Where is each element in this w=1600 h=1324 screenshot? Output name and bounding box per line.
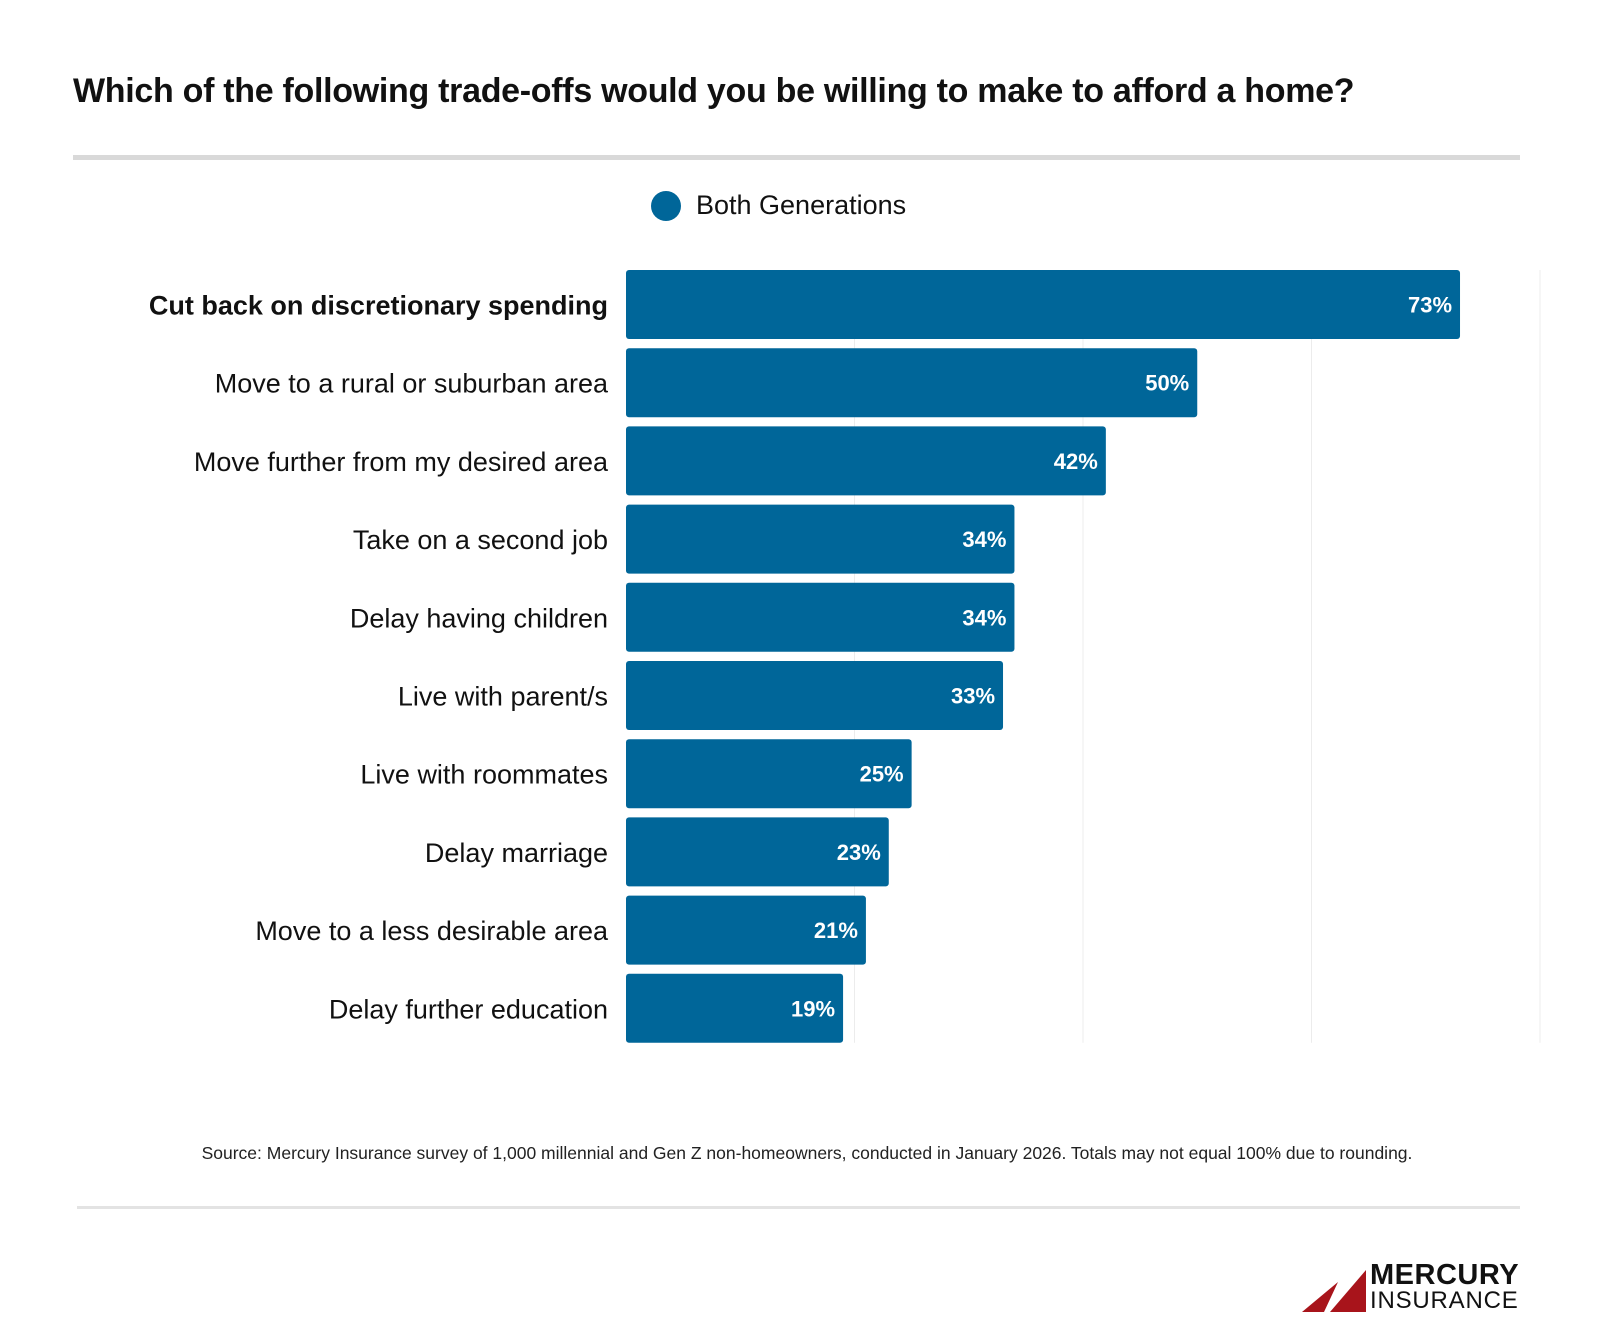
bar [626,582,1015,652]
data-label: 34% [962,527,1006,552]
data-label: 33% [951,684,995,709]
bottom-divider [77,1206,1520,1209]
bar [626,661,1004,730]
bar-chart: 73% Cut back on discretionary spending 50%… [149,270,1541,1043]
legend-label: Both Generations [696,190,907,220]
bar [626,348,1198,418]
category-label: Live with parent/s [398,682,608,712]
logo-line2: INSURANCE [1370,1286,1519,1314]
data-label: 42% [1054,449,1098,474]
bar [626,426,1106,496]
category-label: Move further from my desired area [194,447,609,477]
mercury-insurance-logo: MERCURY INSURANCE [1302,1259,1520,1314]
category-label: Delay marriage [425,838,608,868]
category-label: Move to a less desirable area [255,916,609,946]
category-label: Take on a second job [353,525,608,555]
data-label: 21% [814,918,858,943]
legend-swatch [651,190,681,221]
logo-mark-icon [1302,1270,1366,1313]
category-label: Delay having children [350,603,608,633]
bar [626,504,1015,574]
data-label: 73% [1408,293,1452,318]
logo-line1: MERCURY [1370,1259,1520,1291]
data-label: 34% [962,605,1006,630]
category-label: Move to a rural or suburban area [215,369,609,399]
data-label: 50% [1145,371,1189,396]
legend: Both Generations [651,190,906,221]
bar [626,895,866,965]
bar [626,973,844,1043]
bar [626,739,912,809]
category-label: Cut back on discretionary spending [149,291,608,321]
category-label: Live with roommates [360,760,608,790]
data-label: 25% [860,762,904,787]
chart-title: Which of the following trade-offs would … [73,72,1355,110]
data-label: 23% [837,840,881,865]
data-label: 19% [791,996,835,1021]
source-note: Source: Mercury Insurance survey of 1,00… [201,1143,1413,1163]
bar [626,817,889,887]
bar [626,270,1461,339]
top-divider [73,155,1520,160]
category-label: Delay further education [329,994,608,1024]
